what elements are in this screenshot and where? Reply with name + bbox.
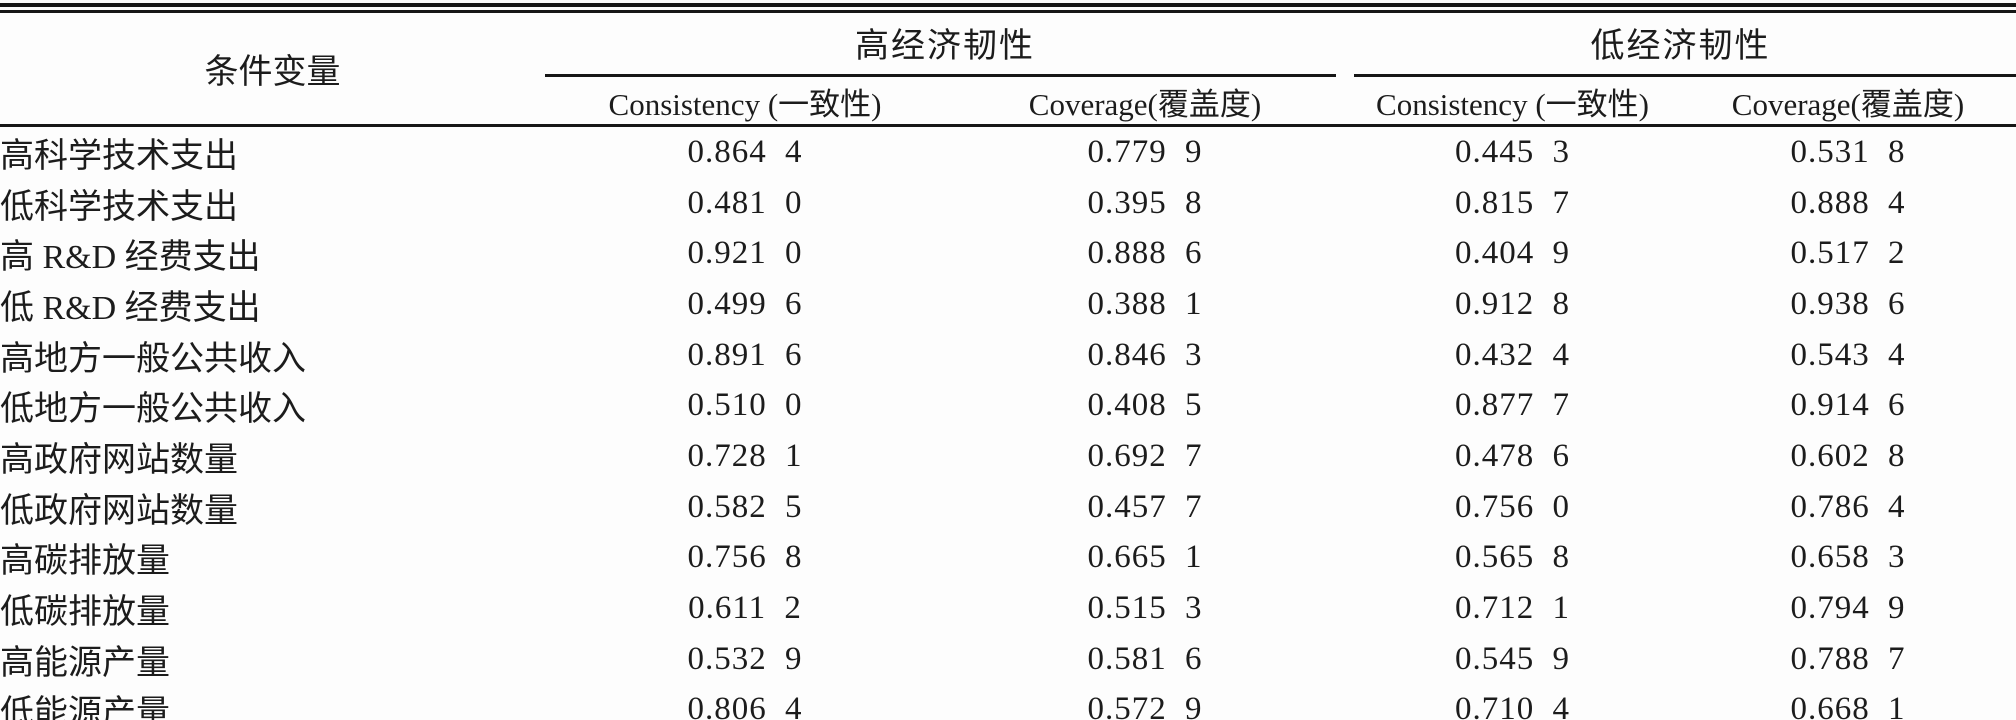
value-cell: 0.756 8	[687, 539, 803, 576]
value-cell: 0.888 4	[1790, 184, 1906, 221]
value-cell: 0.457 7	[1087, 488, 1203, 525]
value-cell: 0.478 6	[1455, 437, 1570, 474]
value-cell: 0.481 0	[687, 184, 803, 221]
value-cell: 0.779 9	[1087, 133, 1203, 170]
value-cell: 0.388 1	[1087, 285, 1203, 322]
value-cell: 0.891 6	[687, 336, 803, 373]
value-cell: 0.806 4	[687, 691, 803, 720]
row-label: 高科学技术支出	[0, 137, 238, 175]
table-row: 低政府网站数量 0.582 5 0.457 7 0.756 0 0.786 4	[0, 482, 2016, 533]
value-cell: 0.692 7	[1087, 437, 1203, 474]
row-label: 低 R&D 经费支出	[0, 289, 261, 327]
value-cell: 0.788 7	[1790, 640, 1906, 677]
value-cell: 0.712 1	[1455, 590, 1570, 627]
group-underline-low	[1354, 74, 2016, 77]
value-cell: 0.531 8	[1790, 133, 1906, 170]
value-cell: 0.912 8	[1455, 285, 1570, 322]
value-cell: 0.395 8	[1087, 184, 1203, 221]
value-cell: 0.572 9	[1087, 691, 1203, 720]
value-cell: 0.499 6	[687, 285, 803, 322]
value-cell: 0.864 4	[687, 133, 803, 170]
row-label: 高 R&D 经费支出	[0, 239, 261, 277]
value-cell: 0.888 6	[1087, 235, 1203, 272]
qca-necessity-table: 条件变量 高经济韧性 低经济韧性 Consistency (一致性) Cover…	[0, 13, 2016, 720]
condition-variable-header: 条件变量	[0, 13, 545, 127]
table-row: 高碳排放量 0.756 8 0.665 1 0.565 8 0.658 3	[0, 533, 2016, 584]
group-header-high-resilience: 高经济韧性	[545, 13, 1345, 77]
value-cell: 0.545 9	[1455, 640, 1570, 677]
table-row: 低地方一般公共收入 0.510 0 0.408 5 0.877 7 0.914 …	[0, 380, 2016, 431]
value-cell: 0.510 0	[687, 387, 803, 424]
table-row: 低科学技术支出 0.481 0 0.395 8 0.815 7 0.888 4	[0, 178, 2016, 229]
row-label: 低地方一般公共收入	[0, 391, 306, 429]
value-cell: 0.581 6	[1087, 640, 1203, 677]
row-label: 低科学技术支出	[0, 188, 238, 226]
row-label: 低政府网站数量	[0, 492, 238, 530]
row-label: 高碳排放量	[0, 543, 170, 581]
value-cell: 0.846 3	[1087, 336, 1203, 373]
row-label: 低能源产量	[0, 695, 170, 720]
group-label-low: 低经济韧性	[1590, 28, 1771, 65]
col-header-low-coverage: Coverage(覆盖度)	[1680, 77, 2016, 127]
value-cell: 0.445 3	[1455, 133, 1570, 170]
group-header-row: 条件变量 高经济韧性 低经济韧性	[0, 13, 2016, 127]
value-cell: 0.582 5	[687, 488, 803, 525]
table-row: 高科学技术支出 0.864 4 0.779 9 0.445 3 0.531 8	[0, 126, 2016, 178]
value-cell: 0.728 1	[687, 437, 803, 474]
value-cell: 0.565 8	[1455, 539, 1570, 576]
row-label: 高政府网站数量	[0, 441, 238, 479]
table-row: 高能源产量 0.532 9 0.581 6 0.545 9 0.788 7	[0, 634, 2016, 685]
value-cell: 0.532 9	[687, 640, 803, 677]
value-cell: 0.668 1	[1790, 691, 1906, 720]
value-cell: 0.756 0	[1455, 488, 1570, 525]
table-row: 低 R&D 经费支出 0.499 6 0.388 1 0.912 8 0.938…	[0, 279, 2016, 330]
value-cell: 0.602 8	[1790, 437, 1906, 474]
value-cell: 0.665 1	[1087, 539, 1203, 576]
col-header-low-consistency: Consistency (一致性)	[1345, 77, 1680, 127]
value-cell: 0.938 6	[1790, 285, 1906, 322]
value-cell: 0.921 0	[687, 235, 803, 272]
value-cell: 0.710 4	[1455, 691, 1570, 720]
group-header-low-resilience: 低经济韧性	[1345, 13, 2016, 77]
group-label-high: 高经济韧性	[855, 28, 1035, 65]
table-row: 高地方一般公共收入 0.891 6 0.846 3 0.432 4 0.543 …	[0, 330, 2016, 381]
value-cell: 0.432 4	[1455, 336, 1570, 373]
value-cell: 0.914 6	[1790, 387, 1906, 424]
group-underline-high	[545, 74, 1336, 77]
table-row: 高政府网站数量 0.728 1 0.692 7 0.478 6 0.602 8	[0, 431, 2016, 482]
table-row: 低能源产量 0.806 4 0.572 9 0.710 4 0.668 1	[0, 685, 2016, 720]
value-cell: 0.658 3	[1790, 539, 1906, 576]
value-cell: 0.611 2	[688, 590, 802, 627]
value-cell: 0.515 3	[1087, 590, 1203, 627]
subheader-row: Consistency (一致性) Coverage(覆盖度) Consiste…	[0, 77, 2016, 127]
table-top-double-rule	[0, 3, 2016, 13]
value-cell: 0.517 2	[1790, 235, 1906, 272]
value-cell: 0.877 7	[1455, 387, 1570, 424]
table-row: 低碳排放量 0.611 2 0.515 3 0.712 1 0.794 9	[0, 583, 2016, 634]
table-row: 高 R&D 经费支出 0.921 0 0.888 6 0.404 9 0.517…	[0, 228, 2016, 279]
value-cell: 0.815 7	[1455, 184, 1570, 221]
row-label: 高能源产量	[0, 644, 170, 682]
value-cell: 0.794 9	[1790, 590, 1906, 627]
row-label: 低碳排放量	[0, 594, 170, 632]
value-cell: 0.543 4	[1790, 336, 1906, 373]
col-header-high-consistency: Consistency (一致性)	[545, 77, 945, 127]
row-label: 高地方一般公共收入	[0, 340, 306, 378]
value-cell: 0.786 4	[1790, 488, 1906, 525]
value-cell: 0.404 9	[1455, 235, 1570, 272]
col-header-high-coverage: Coverage(覆盖度)	[945, 77, 1345, 127]
value-cell: 0.408 5	[1087, 387, 1203, 424]
